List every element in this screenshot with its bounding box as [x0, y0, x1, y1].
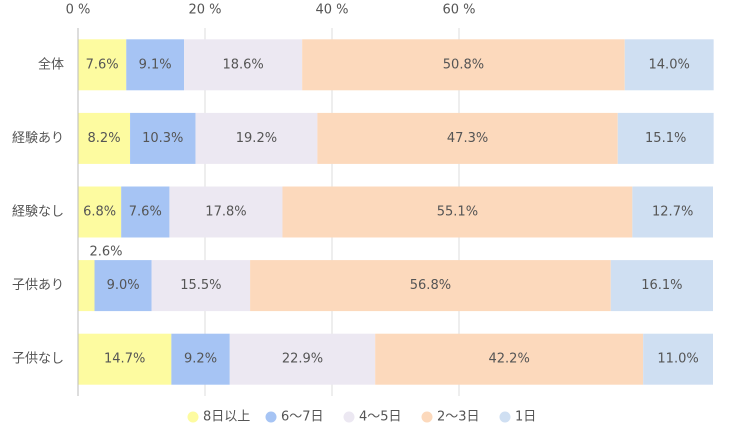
x-tick-label: 60 %: [442, 3, 475, 18]
y-tick-label: 経験なし: [12, 205, 64, 220]
data-label: 11.0%: [657, 352, 698, 367]
bar-segment: [121, 186, 170, 238]
data-label: 2.6%: [89, 245, 122, 260]
bar-segment: [610, 260, 713, 312]
data-label: 55.1%: [437, 205, 478, 220]
bar-segment: [632, 186, 713, 238]
bar-segment: [375, 333, 644, 385]
data-label: 9.2%: [184, 352, 217, 367]
data-label: 7.6%: [86, 57, 119, 72]
data-label: 7.6%: [129, 205, 162, 220]
bar-segment: [250, 260, 611, 312]
bar-segment: [171, 333, 230, 385]
bar-segment: [643, 333, 713, 385]
legend-label: 1日: [515, 410, 536, 425]
legend-swatch: [187, 411, 199, 423]
legend-label: 8日以上: [203, 410, 250, 425]
y-tick-label: 子供なし: [12, 352, 64, 367]
data-label: 6.8%: [83, 205, 116, 220]
bar-segment: [130, 112, 196, 164]
bar-segment: [78, 186, 122, 238]
x-tick-label: 20 %: [188, 3, 221, 18]
legend-swatch: [421, 411, 433, 423]
legend-swatch: [343, 411, 355, 423]
data-label: 10.3%: [142, 131, 183, 146]
data-label: 19.2%: [236, 131, 277, 146]
legend-label: 2〜3日: [437, 410, 480, 425]
data-label: 50.8%: [443, 57, 484, 72]
legend-label: 4〜5日: [359, 410, 402, 425]
legend-label: 6〜7日: [281, 410, 324, 425]
data-label: 42.2%: [489, 352, 530, 367]
data-label: 47.3%: [447, 131, 488, 146]
data-label: 17.8%: [205, 205, 246, 220]
bar-segment: [78, 333, 172, 385]
legend-swatch: [265, 411, 277, 423]
data-label: 22.9%: [282, 352, 323, 367]
data-label: 14.7%: [104, 352, 145, 367]
data-label: 15.1%: [645, 131, 686, 146]
bar-segment: [624, 39, 714, 91]
bar-segment: [229, 333, 376, 385]
y-tick-label: 子供あり: [12, 278, 64, 293]
data-label: 15.5%: [180, 278, 221, 293]
bar-segment: [184, 39, 303, 91]
bar-segment: [317, 112, 618, 164]
data-label: 14.0%: [649, 57, 690, 72]
y-tick-label: 全体: [38, 56, 64, 72]
bar-segment: [169, 186, 283, 238]
data-label: 18.6%: [222, 57, 263, 72]
bar-segment: [78, 260, 95, 312]
data-label: 9.1%: [139, 57, 172, 72]
bar-segment: [151, 260, 251, 312]
data-label: 16.1%: [641, 278, 682, 293]
bar-segment: [282, 186, 633, 238]
bar-segment: [195, 112, 318, 164]
x-tick-label: 40 %: [315, 3, 348, 18]
bar-segment: [94, 260, 152, 312]
bar-segment: [617, 112, 714, 164]
data-label: 8.2%: [88, 131, 121, 146]
bar-segment: [78, 39, 127, 91]
x-tick-label: 0 %: [66, 3, 91, 18]
bar-segment: [302, 39, 625, 91]
bar-segment: [126, 39, 185, 91]
data-label: 12.7%: [652, 205, 693, 220]
bar-segment: [78, 112, 131, 164]
data-label: 56.8%: [410, 278, 451, 293]
data-label: 9.0%: [107, 278, 140, 293]
y-tick-label: 経験あり: [12, 131, 64, 146]
legend-swatch: [499, 411, 511, 423]
